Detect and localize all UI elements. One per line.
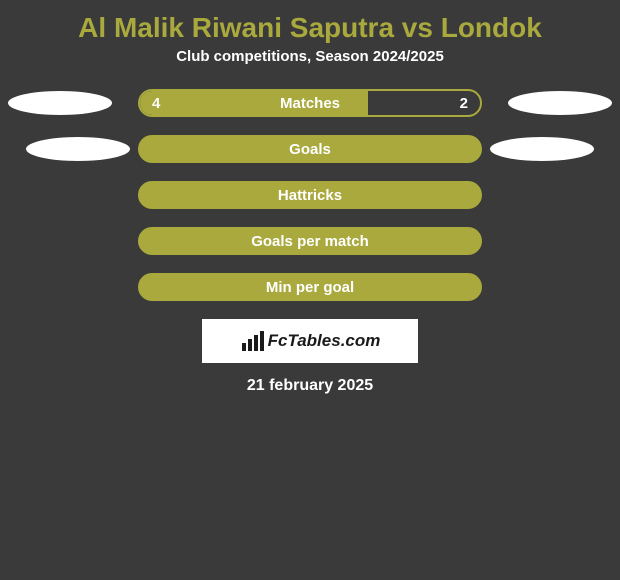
page-title: Al Malik Riwani Saputra vs Londok — [0, 0, 620, 48]
brand-name: FcTables.com — [268, 331, 381, 351]
stat-label: Matches — [140, 91, 480, 115]
subtitle: Club competitions, Season 2024/2025 — [0, 48, 620, 89]
stat-row: Goals per match — [8, 227, 612, 255]
stat-row: Hattricks — [8, 181, 612, 209]
stat-bar: 4Matches2 — [138, 89, 482, 117]
stat-label: Hattricks — [140, 183, 480, 207]
stat-bar: Min per goal — [138, 273, 482, 301]
right-value: 2 — [460, 91, 468, 115]
right-ellipse — [508, 91, 612, 115]
bar-chart-icon — [240, 331, 266, 351]
stats-rows: 4Matches2 Goals Hattricks Goals per match Mi… — [0, 89, 620, 301]
left-ellipse — [26, 137, 130, 161]
footer-date: 21 february 2025 — [0, 377, 620, 395]
left-ellipse — [8, 91, 112, 115]
stat-bar: Hattricks — [138, 181, 482, 209]
stat-bar: Goals per match — [138, 227, 482, 255]
stat-bar: Goals — [138, 135, 482, 163]
stat-row: Goals — [8, 135, 612, 163]
brand-logo: FcTables.com — [240, 331, 381, 351]
right-ellipse — [490, 137, 594, 161]
stat-row: 4Matches2 — [8, 89, 612, 117]
stat-label: Min per goal — [140, 275, 480, 299]
stat-label: Goals per match — [140, 229, 480, 253]
brand-logo-box: FcTables.com — [202, 319, 418, 363]
stat-row: Min per goal — [8, 273, 612, 301]
stat-label: Goals — [140, 137, 480, 161]
